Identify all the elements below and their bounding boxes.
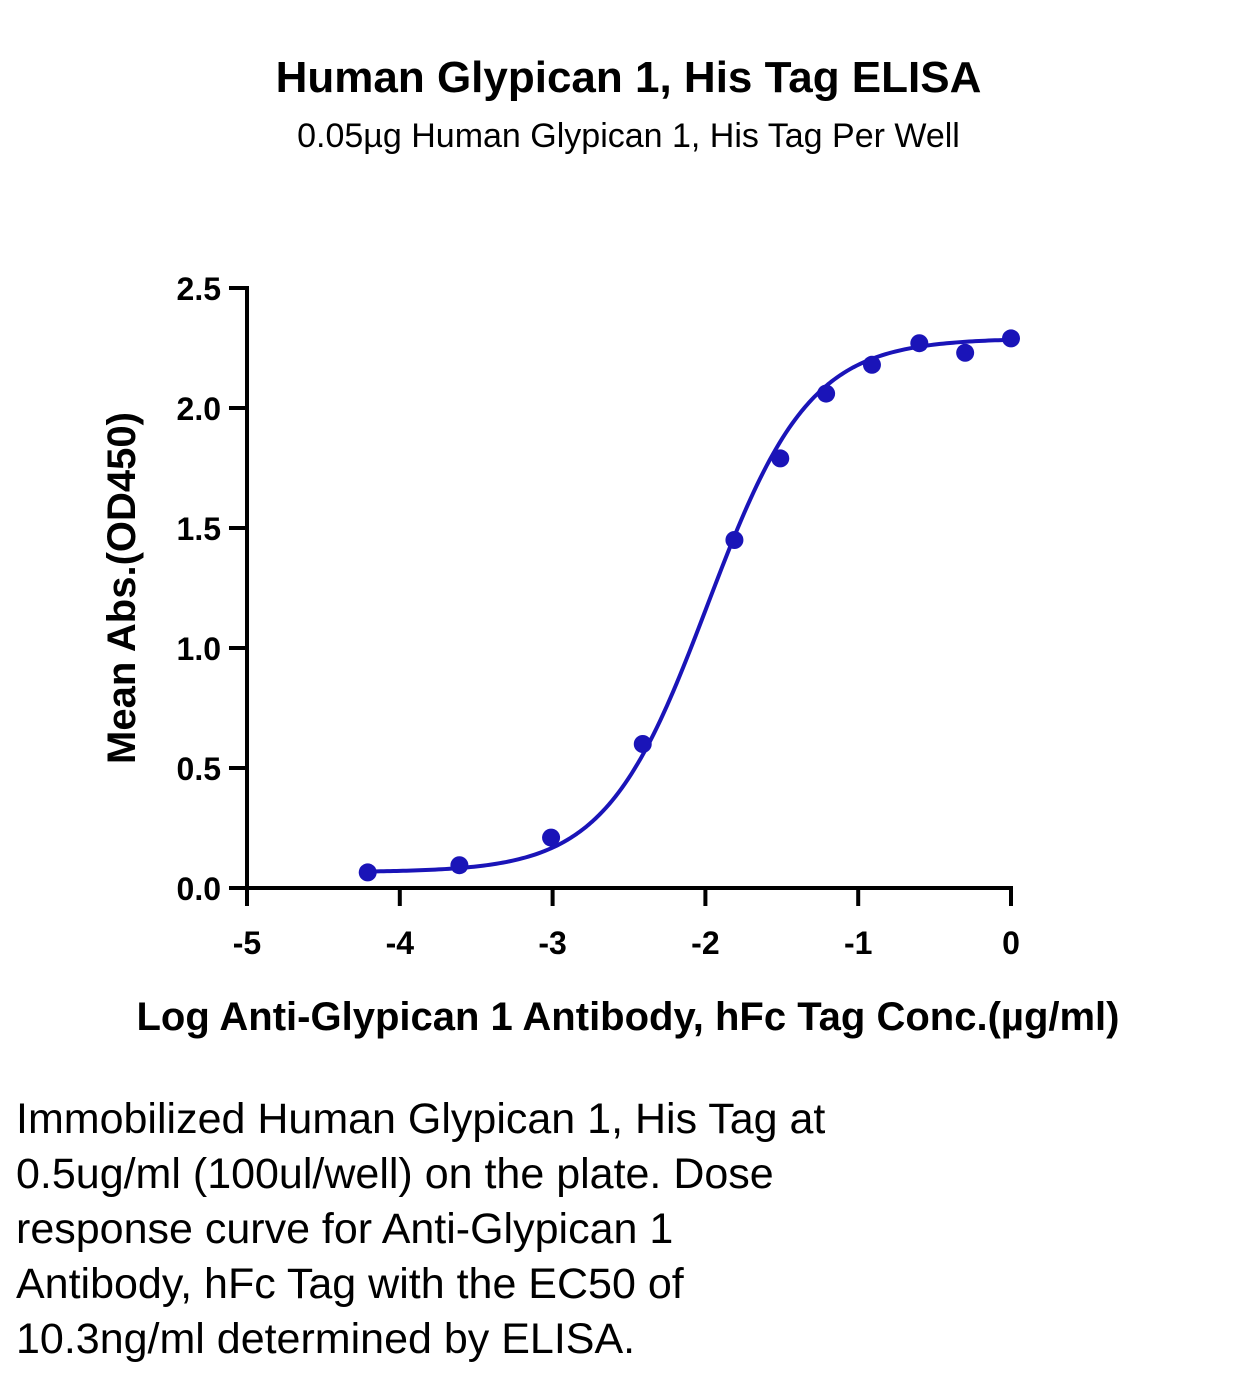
data-point — [633, 735, 652, 753]
data-point — [771, 449, 790, 468]
y-tick-label: 0.0 — [177, 871, 221, 907]
data-point — [358, 863, 377, 882]
chart-title: Human Glypican 1, His Tag ELISA — [275, 53, 982, 102]
x-tick-label: -1 — [844, 925, 872, 961]
data-point — [910, 334, 929, 353]
data-point — [956, 343, 975, 362]
data-point — [862, 355, 881, 374]
fit-curve — [365, 337, 1013, 874]
data-point — [450, 856, 469, 875]
x-tick-label: -5 — [233, 925, 261, 961]
y-axis-title: Mean Abs.(OD450) — [100, 412, 144, 764]
data-point — [725, 531, 744, 549]
x-tick-label: -2 — [691, 925, 719, 961]
data-point — [817, 384, 836, 403]
data-point — [542, 828, 561, 847]
x-axis-title: Log Anti-Glypican 1 Antibody, hFc Tag Co… — [136, 995, 1119, 1039]
fit-curve-layer — [365, 337, 1013, 874]
y-tick-label: 1.0 — [177, 631, 221, 667]
x-tick-label: 0 — [1002, 925, 1020, 961]
data-points-layer — [358, 329, 1020, 882]
x-tick-label: -4 — [386, 925, 415, 961]
figure-caption: Immobilized Human Glypican 1, His Tag at… — [16, 1095, 826, 1363]
elisa-dose-response-chart: -5 -4 -3 -2 -1 0 0.0 0.5 1.0 1.5 2.0 2.5 Log Anti-G… — [100, 271, 1120, 1039]
y-tick-label: 1.5 — [177, 511, 221, 547]
axes: -5 -4 -3 -2 -1 0 0.0 0.5 1.0 1.5 2.0 2.5 — [177, 271, 1020, 961]
data-point — [1002, 329, 1020, 348]
chart-subtitle: 0.05µg Human Glypican 1, His Tag Per Wel… — [297, 117, 960, 155]
y-tick-label: 2.5 — [177, 271, 221, 307]
y-tick-label: 2.0 — [177, 391, 221, 427]
x-tick-label: -3 — [538, 925, 566, 961]
y-tick-label: 0.5 — [177, 751, 221, 787]
